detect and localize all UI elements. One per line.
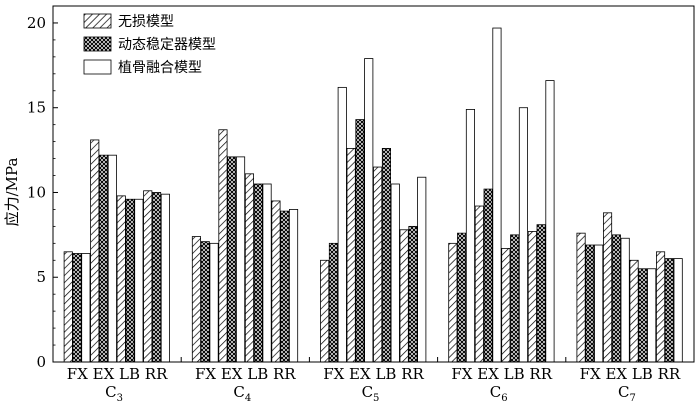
bar-C6-RR-s3 [545,80,555,363]
bar-C5-LB-s2 [381,147,391,363]
bar-C5-EX-s2 [355,119,365,363]
legend-swatch [83,13,112,29]
bar-C4-LB-s3 [262,183,272,363]
bar-C3-FX-s1 [63,251,73,363]
bar-C7-EX-s2 [611,234,621,363]
bar-C6-LB-s3 [518,107,528,363]
bar-C4-LB-s1 [244,173,255,363]
bar-C4-EX-s1 [218,129,228,363]
bar-C7-FX-s3 [594,244,604,363]
legend-swatch [83,59,112,75]
x-subcategory-labels: FX EX LB RR [580,365,681,383]
plot-frame [52,5,695,363]
bar-C3-RR-s1 [143,190,153,363]
x-group-label: C6 [490,383,508,402]
y-tick-label: 0 [36,353,46,371]
legend-label: 无损模型 [118,14,174,30]
bar-C6-RR-s2 [536,224,546,363]
bar-C6-LB-s2 [510,234,520,363]
bar-C7-FX-s1 [576,232,586,363]
x-subcategory-labels: FX EX LB RR [323,365,424,383]
bar-C3-LB-s3 [134,198,144,363]
bar-C7-EX-s1 [603,212,613,363]
bar-C3-LB-s2 [125,198,135,363]
bar-C6-FX-s2 [457,232,467,363]
legend-label: 动态稳定器模型 [118,37,216,53]
bar-C7-RR-s2 [664,258,674,363]
bar-C5-LB-s1 [373,166,383,363]
x-subcategory-labels: FX EX LB RR [195,365,296,383]
bar-C7-FX-s2 [585,244,595,363]
y-axis-title: 应力/MPa [3,158,21,227]
legend-swatch [83,36,112,52]
bar-C3-RR-s3 [160,193,170,363]
bar-C3-RR-s2 [151,192,162,363]
bar-C3-FX-s2 [72,253,82,363]
bar-C4-FX-s3 [209,242,219,363]
bar-C7-RR-s3 [673,258,683,363]
bar-C7-RR-s1 [656,251,666,363]
y-tick-label: 20 [27,14,46,32]
x-subcategory-labels: FX EX LB RR [451,365,552,383]
bar-C4-EX-s2 [227,156,237,363]
bar-C4-LB-s2 [253,183,263,363]
x-group-label: C4 [233,383,251,402]
y-tick-label: 15 [27,99,46,117]
bar-C5-RR-s1 [399,229,409,363]
bar-C7-LB-s2 [638,268,648,363]
bar-C5-LB-s3 [390,183,400,363]
bar-C4-RR-s1 [271,200,281,363]
bar-C6-FX-s3 [465,109,475,363]
x-group-label: C5 [362,383,380,402]
bar-C5-EX-s3 [364,58,374,363]
bar-C5-FX-s2 [328,242,338,363]
bar-C5-RR-s3 [417,176,427,363]
y-tick-label: 5 [36,268,46,286]
bar-C6-EX-s3 [492,27,502,363]
legend-label: 植骨融合模型 [118,60,202,76]
x-group-label: C7 [618,383,636,402]
bar-C3-FX-s3 [81,253,91,363]
bar-C4-FX-s1 [191,236,202,363]
bar-C5-RR-s2 [408,225,418,363]
y-tick-label: 10 [27,183,46,201]
bar-C4-RR-s2 [280,210,290,363]
bar-C3-LB-s1 [116,195,126,363]
bar-C3-EX-s3 [107,154,117,363]
bar-C3-EX-s2 [99,154,109,363]
bar-C6-LB-s1 [501,248,511,363]
x-subcategory-labels: FX EX LB RR [67,365,168,383]
bar-C7-LB-s1 [629,259,639,363]
bar-C7-LB-s3 [647,268,657,363]
bar-C5-FX-s3 [337,86,347,363]
bar-C5-FX-s1 [320,259,330,363]
bar-C6-FX-s1 [448,242,458,363]
bar-C4-RR-s3 [288,209,299,363]
bar-C7-EX-s3 [620,237,630,363]
bar-C6-EX-s1 [474,205,484,363]
bar-C4-FX-s2 [200,241,210,363]
x-group-label: C3 [105,383,123,402]
bar-C4-EX-s3 [235,156,246,363]
bar-C6-RR-s1 [527,231,537,363]
bar-C5-EX-s1 [346,147,356,363]
bar-C6-EX-s2 [483,188,493,363]
bar-C3-EX-s1 [90,139,100,363]
